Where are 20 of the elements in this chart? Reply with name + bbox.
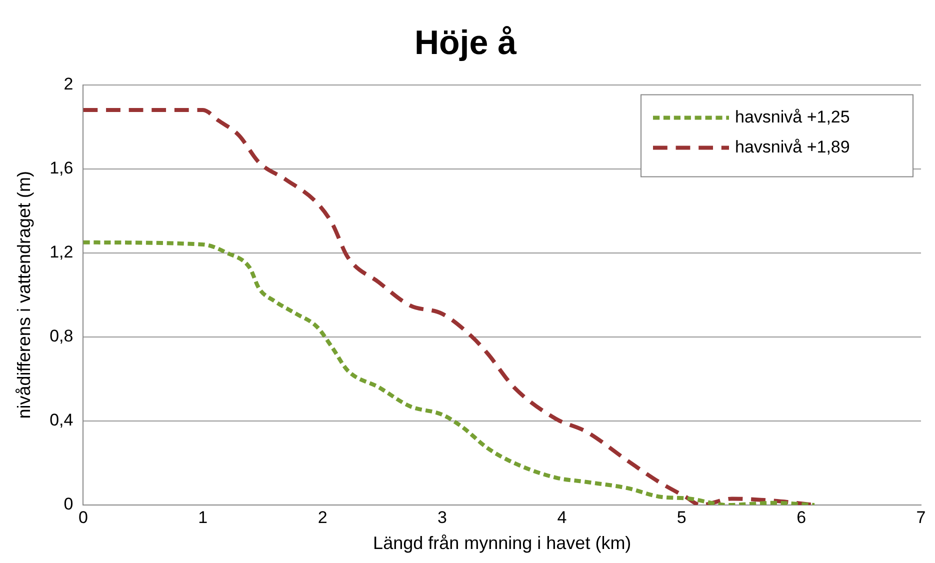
y-tick-label: 0,4 [50,410,74,430]
x-tick-label: 1 [198,508,208,527]
legend-label: havsnivå +1,89 [735,137,850,156]
legend-label: havsnivå +1,25 [735,107,850,126]
chart-title: Höje å [414,24,517,62]
y-axis-title: nivådifferens i vattendraget (m) [14,171,34,419]
y-tick-label: 0 [64,494,74,514]
x-tick-label: 4 [557,508,567,527]
y-tick-label: 0,8 [50,326,74,346]
x-tick-label: 0 [78,508,88,527]
x-tick-label: 3 [438,508,448,527]
y-tick-label: 2 [64,74,74,94]
x-tick-label: 5 [676,508,686,527]
x-tick-label: 2 [318,508,328,527]
x-tick-label: 7 [916,508,926,527]
x-axis-title: Längd från mynning i havet (km) [373,533,632,554]
y-tick-label: 1,2 [50,242,74,262]
x-tick-label: 6 [796,508,806,527]
line-series [83,240,816,505]
y-tick-label: 1,6 [50,158,74,178]
